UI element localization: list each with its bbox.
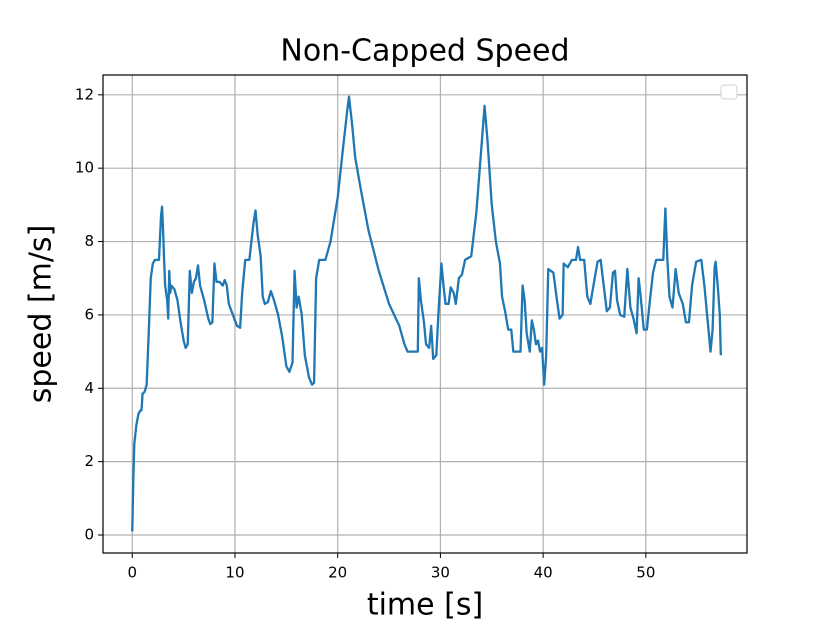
x-tick-label: 50 <box>636 564 655 582</box>
x-axis-label: time [s] <box>367 588 483 623</box>
x-tick-label: 0 <box>127 564 137 582</box>
chart-title: Non-Capped Speed <box>280 34 569 69</box>
x-tick-label: 10 <box>225 564 244 582</box>
x-tick-label: 20 <box>328 564 347 582</box>
y-tick-label: 2 <box>84 452 94 470</box>
x-tick-label: 30 <box>431 564 450 582</box>
x-tick-label: 40 <box>534 564 553 582</box>
plot-frame <box>102 74 748 554</box>
y-axis-label: speed [m/s] <box>24 225 59 404</box>
speed-line <box>131 95 722 532</box>
y-tick-label: 8 <box>84 232 94 250</box>
y-tick-label: 4 <box>84 379 94 397</box>
y-tick-label: 10 <box>75 159 94 177</box>
y-tick-label: 6 <box>84 305 94 323</box>
y-tick-label: 12 <box>75 85 94 103</box>
y-tick-label: 0 <box>84 526 94 544</box>
legend-box <box>720 84 738 100</box>
